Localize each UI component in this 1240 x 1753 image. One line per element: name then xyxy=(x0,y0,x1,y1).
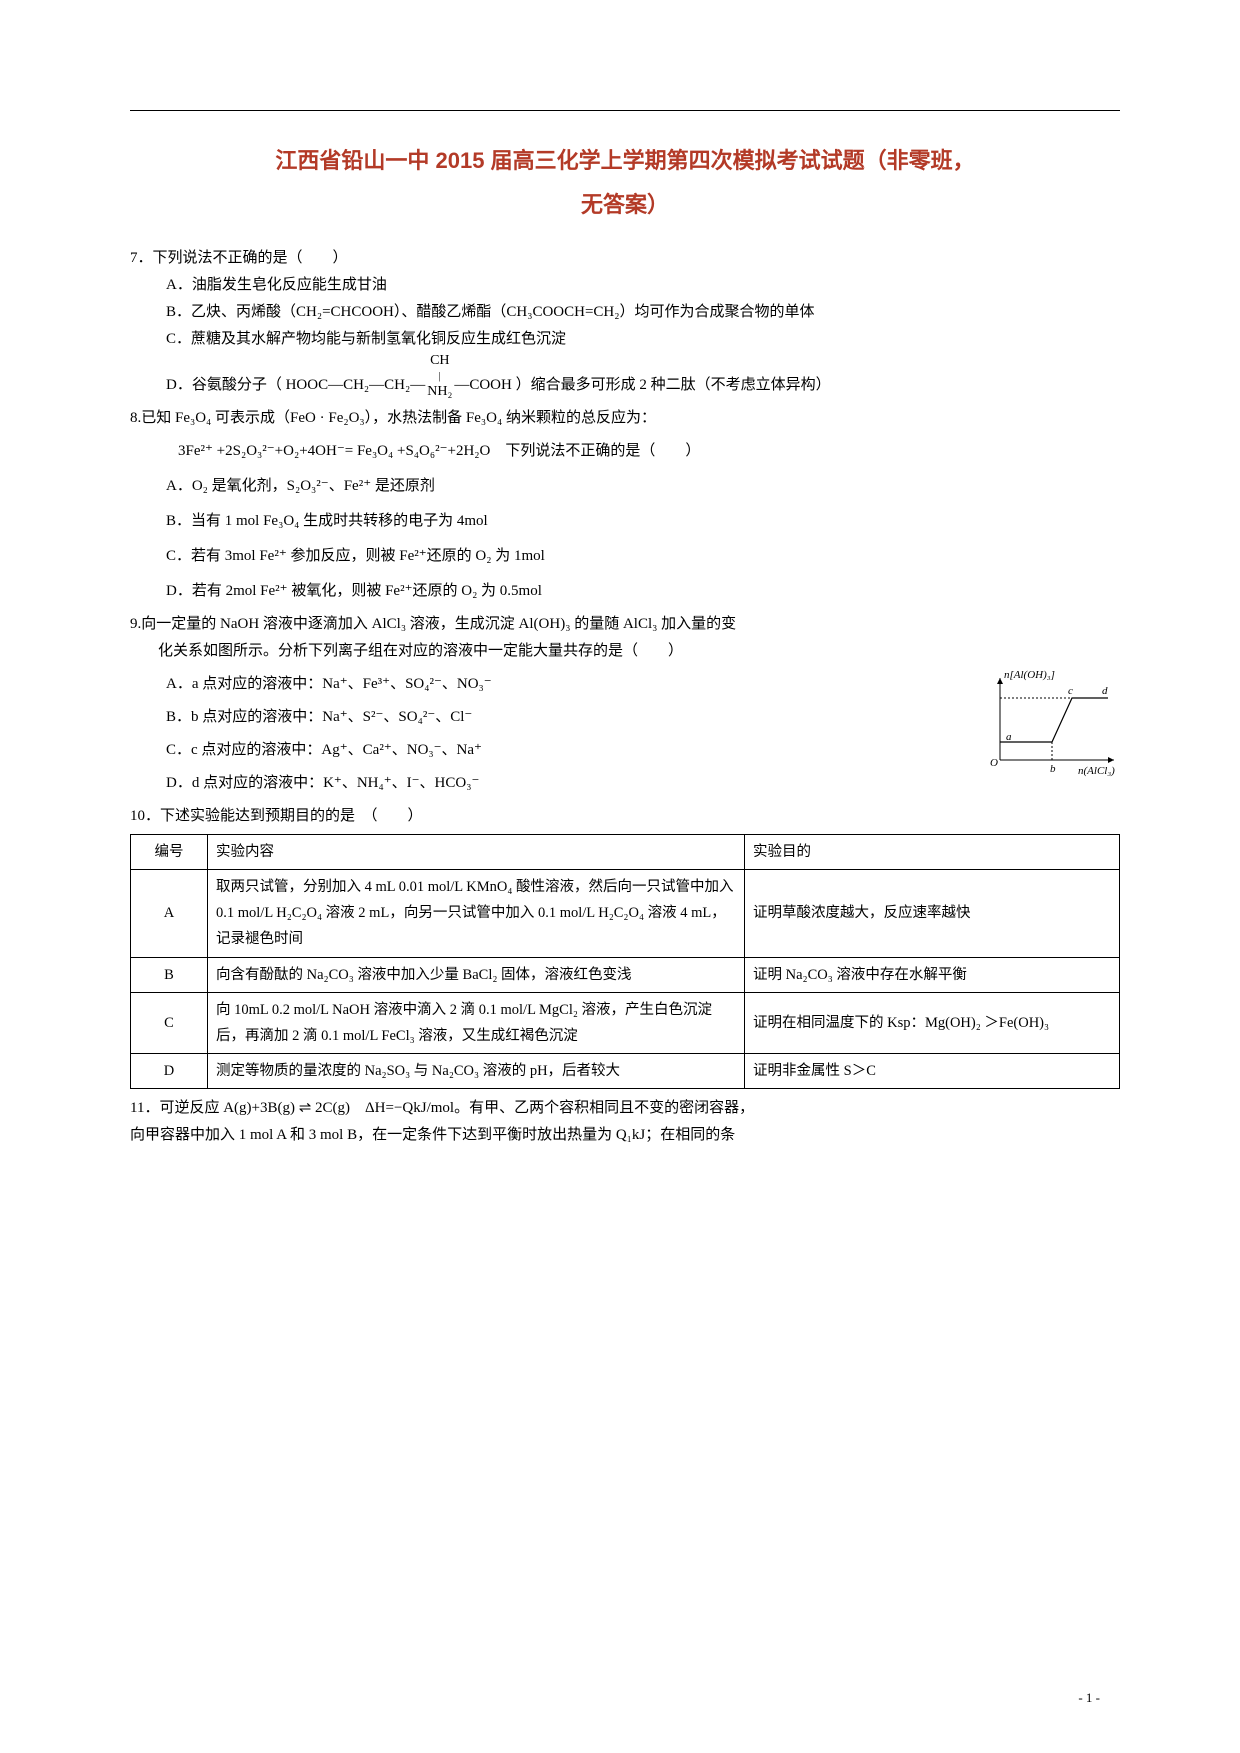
th-content: 实验内容 xyxy=(208,835,745,870)
cell-purpose: 证明非金属性 S＞C xyxy=(745,1053,1120,1088)
q7-opt-c: C．蔗糖及其水解产物均能与新制氢氧化铜反应生成红色沉淀 xyxy=(130,326,1120,353)
q9-chart-svg: n[Al(OH)₃] n(AlCl₃) O a b c d xyxy=(980,670,1120,780)
q9-stem-2: 化关系如图所示。分析下列离子组在对应的溶液中一定能大量共存的是（ ） xyxy=(130,638,950,665)
cell-content: 向 10mL 0.2 mol/L NaOH 溶液中滴入 2 滴 0.1 mol/… xyxy=(208,992,745,1053)
chart-label-b: b xyxy=(1050,763,1056,775)
cell-purpose: 证明 Na₂CO₃ 溶液中存在水解平衡 xyxy=(745,957,1120,992)
cell-id: D xyxy=(131,1053,208,1088)
table-row: C 向 10mL 0.2 mol/L NaOH 溶液中滴入 2 滴 0.1 mo… xyxy=(131,992,1120,1053)
q9-opt-a: A．a 点对应的溶液中：Na⁺、Fe³⁺、SO₄²⁻、NO₃⁻ xyxy=(130,671,950,698)
cell-content: 向含有酚酞的 Na₂CO₃ 溶液中加入少量 BaCl₂ 固体，溶液红色变浅 xyxy=(208,957,745,992)
exam-title: 江西省铅山一中 2015 届高三化学上学期第四次模拟考试试题（非零班， 无答案） xyxy=(130,139,1120,227)
question-10: 10．下述实验能达到预期目的的是 （ ） 编号 实验内容 实验目的 A 取两只试… xyxy=(130,803,1120,1089)
q7-opt-d: D．谷氨酸分子（ HOOC—CH₂—CH₂—CH|NH₂—COOH ）缩合最多可… xyxy=(130,353,1120,399)
table-row: D 测定等物质的量浓度的 Na₂SO₃ 与 Na₂CO₃ 溶液的 pH，后者较大… xyxy=(131,1053,1120,1088)
question-8: 8.已知 Fe₃O₄ 可表示成（FeO · Fe₂O₃），水热法制备 Fe₃O₄… xyxy=(130,405,1120,605)
chart-label-c: c xyxy=(1068,685,1073,697)
q7-d-pre: D．谷氨酸分子（ HOOC—CH₂—CH₂— xyxy=(166,377,425,393)
cell-purpose: 证明草酸浓度越大，反应速率越快 xyxy=(745,870,1120,957)
q7-d-mid: CH|NH₂ xyxy=(427,353,452,399)
chart-label-d: d xyxy=(1102,685,1108,697)
chart-xlabel: n(AlCl₃) xyxy=(1078,765,1115,777)
cell-content: 测定等物质的量浓度的 Na₂SO₃ 与 Na₂CO₃ 溶液的 pH，后者较大 xyxy=(208,1053,745,1088)
question-7: 7．下列说法不正确的是（ ） A．油脂发生皂化反应能生成甘油 B．乙炔、丙烯酸（… xyxy=(130,245,1120,399)
cell-id: C xyxy=(131,992,208,1053)
th-id: 编号 xyxy=(131,835,208,870)
q9-opt-c: C．c 点对应的溶液中：Ag⁺、Ca²⁺、NO₃⁻、Na⁺ xyxy=(130,737,950,764)
table-header-row: 编号 实验内容 实验目的 xyxy=(131,835,1120,870)
q8-opt-b: B．当有 1 mol Fe₃O₄ 生成时共转移的电子为 4mol xyxy=(130,508,1120,535)
q7-opt-a: A．油脂发生皂化反应能生成甘油 xyxy=(130,272,1120,299)
q11-line-2: 向甲容器中加入 1 mol A 和 3 mol B，在一定条件下达到平衡时放出热… xyxy=(130,1122,1120,1149)
q10-stem: 10．下述实验能达到预期目的的是 （ ） xyxy=(130,803,1120,830)
page-number: - 1 - xyxy=(1078,1686,1100,1709)
q9-stem-1: 9.向一定量的 NaOH 溶液中逐滴加入 AlCl₃ 溶液，生成沉淀 Al(OH… xyxy=(130,611,950,638)
q7-opt-b: B．乙炔、丙烯酸（CH₂=CHCOOH）、醋酸乙烯酯（CH₃COOCH=CH₂）… xyxy=(130,299,1120,326)
q8-opt-a: A．O₂ 是氧化剂，S₂O₃²⁻、Fe²⁺ 是还原剂 xyxy=(130,473,1120,500)
title-line-1: 江西省铅山一中 2015 届高三化学上学期第四次模拟考试试题（非零班， xyxy=(130,139,1120,183)
q9-chart: n[Al(OH)₃] n(AlCl₃) O a b c d xyxy=(980,670,1120,780)
cell-purpose: 证明在相同温度下的 Ksp：Mg(OH)₂ ＞Fe(OH)₃ xyxy=(745,992,1120,1053)
cell-id: B xyxy=(131,957,208,992)
q10-table: 编号 实验内容 实验目的 A 取两只试管，分别加入 4 mL 0.01 mol/… xyxy=(130,834,1120,1089)
q9-opt-b: B．b 点对应的溶液中：Na⁺、S²⁻、SO₄²⁻、Cl⁻ xyxy=(130,704,950,731)
chart-origin: O xyxy=(990,757,998,769)
q8-eqn: 3Fe²⁺ +2S₂O₃²⁻+O₂+4OH⁻= Fe₃O₄ +S₄O₆²⁻+2H… xyxy=(130,438,1120,465)
table-row: B 向含有酚酞的 Na₂CO₃ 溶液中加入少量 BaCl₂ 固体，溶液红色变浅 … xyxy=(131,957,1120,992)
question-9: 9.向一定量的 NaOH 溶液中逐滴加入 AlCl₃ 溶液，生成沉淀 Al(OH… xyxy=(130,611,950,797)
cell-id: A xyxy=(131,870,208,957)
q8-stem: 8.已知 Fe₃O₄ 可表示成（FeO · Fe₂O₃），水热法制备 Fe₃O₄… xyxy=(130,405,1120,432)
chart-ylabel: n[Al(OH)₃] xyxy=(1004,670,1055,681)
chart-label-a: a xyxy=(1006,731,1012,743)
q8-opt-c: C．若有 3mol Fe²⁺ 参加反应，则被 Fe²⁺还原的 O₂ 为 1mol xyxy=(130,543,1120,570)
title-line-2: 无答案） xyxy=(130,183,1120,227)
table-row: A 取两只试管，分别加入 4 mL 0.01 mol/L KMnO₄ 酸性溶液，… xyxy=(131,870,1120,957)
q8-opt-d: D．若有 2mol Fe²⁺ 被氧化，则被 Fe²⁺还原的 O₂ 为 0.5mo… xyxy=(130,578,1120,605)
cell-content: 取两只试管，分别加入 4 mL 0.01 mol/L KMnO₄ 酸性溶液，然后… xyxy=(208,870,745,957)
q11-line-1: 11．可逆反应 A(g)+3B(g) ⇌ 2C(g) ΔH=−QkJ/mol。有… xyxy=(130,1095,1120,1122)
th-purpose: 实验目的 xyxy=(745,835,1120,870)
q7-stem: 7．下列说法不正确的是（ ） xyxy=(130,245,1120,272)
q9-opt-d: D．d 点对应的溶液中：K⁺、NH₄⁺、I⁻、HCO₃⁻ xyxy=(130,770,950,797)
question-11: 11．可逆反应 A(g)+3B(g) ⇌ 2C(g) ΔH=−QkJ/mol。有… xyxy=(130,1095,1120,1149)
q7-d-post: —COOH ）缩合最多可形成 2 种二肽（不考虑立体异构） xyxy=(454,377,830,393)
